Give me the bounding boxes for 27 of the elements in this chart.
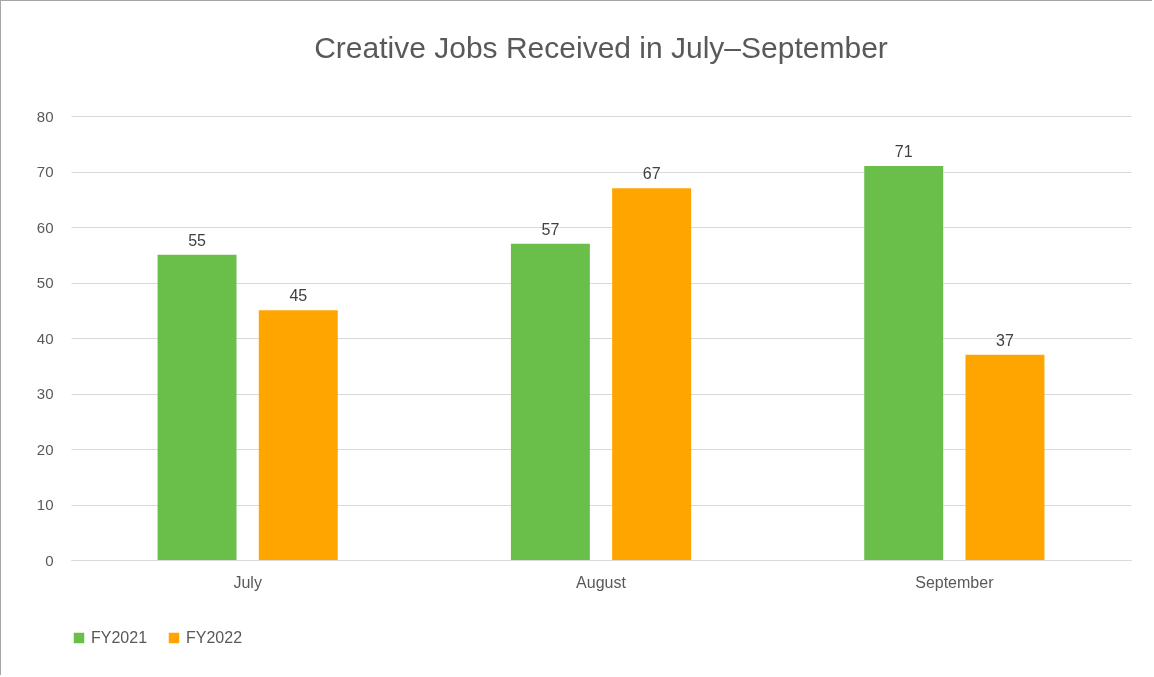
y-tick-label: 80 [36,107,54,125]
data-label: 55 [188,231,207,249]
legend-label: FY2022 [186,629,243,646]
bar [510,243,590,560]
x-tick-label: July [233,573,262,591]
y-tick-label: 40 [36,329,54,347]
legend-label: FY2021 [91,629,148,646]
data-label: 57 [541,220,560,238]
x-tick-label: August [576,573,627,591]
y-tick-label: 0 [45,551,54,569]
data-label: 67 [642,165,661,183]
bar [258,310,338,560]
chart-title: Creative Jobs Received in July–September [314,31,888,64]
y-tick-label: 10 [36,496,54,513]
bar [612,188,692,560]
data-label: 45 [289,287,308,305]
data-label: 37 [996,331,1014,349]
y-tick-label: 20 [36,440,54,458]
bar [157,254,237,560]
y-tick-label: 30 [36,385,54,402]
y-tick-label: 50 [36,274,54,291]
x-tick-label: September [915,573,995,591]
data-label: 71 [894,142,913,160]
bar [965,354,1045,560]
y-tick-label: 60 [36,218,54,236]
bar [864,165,944,560]
y-tick-label: 70 [36,163,54,180]
